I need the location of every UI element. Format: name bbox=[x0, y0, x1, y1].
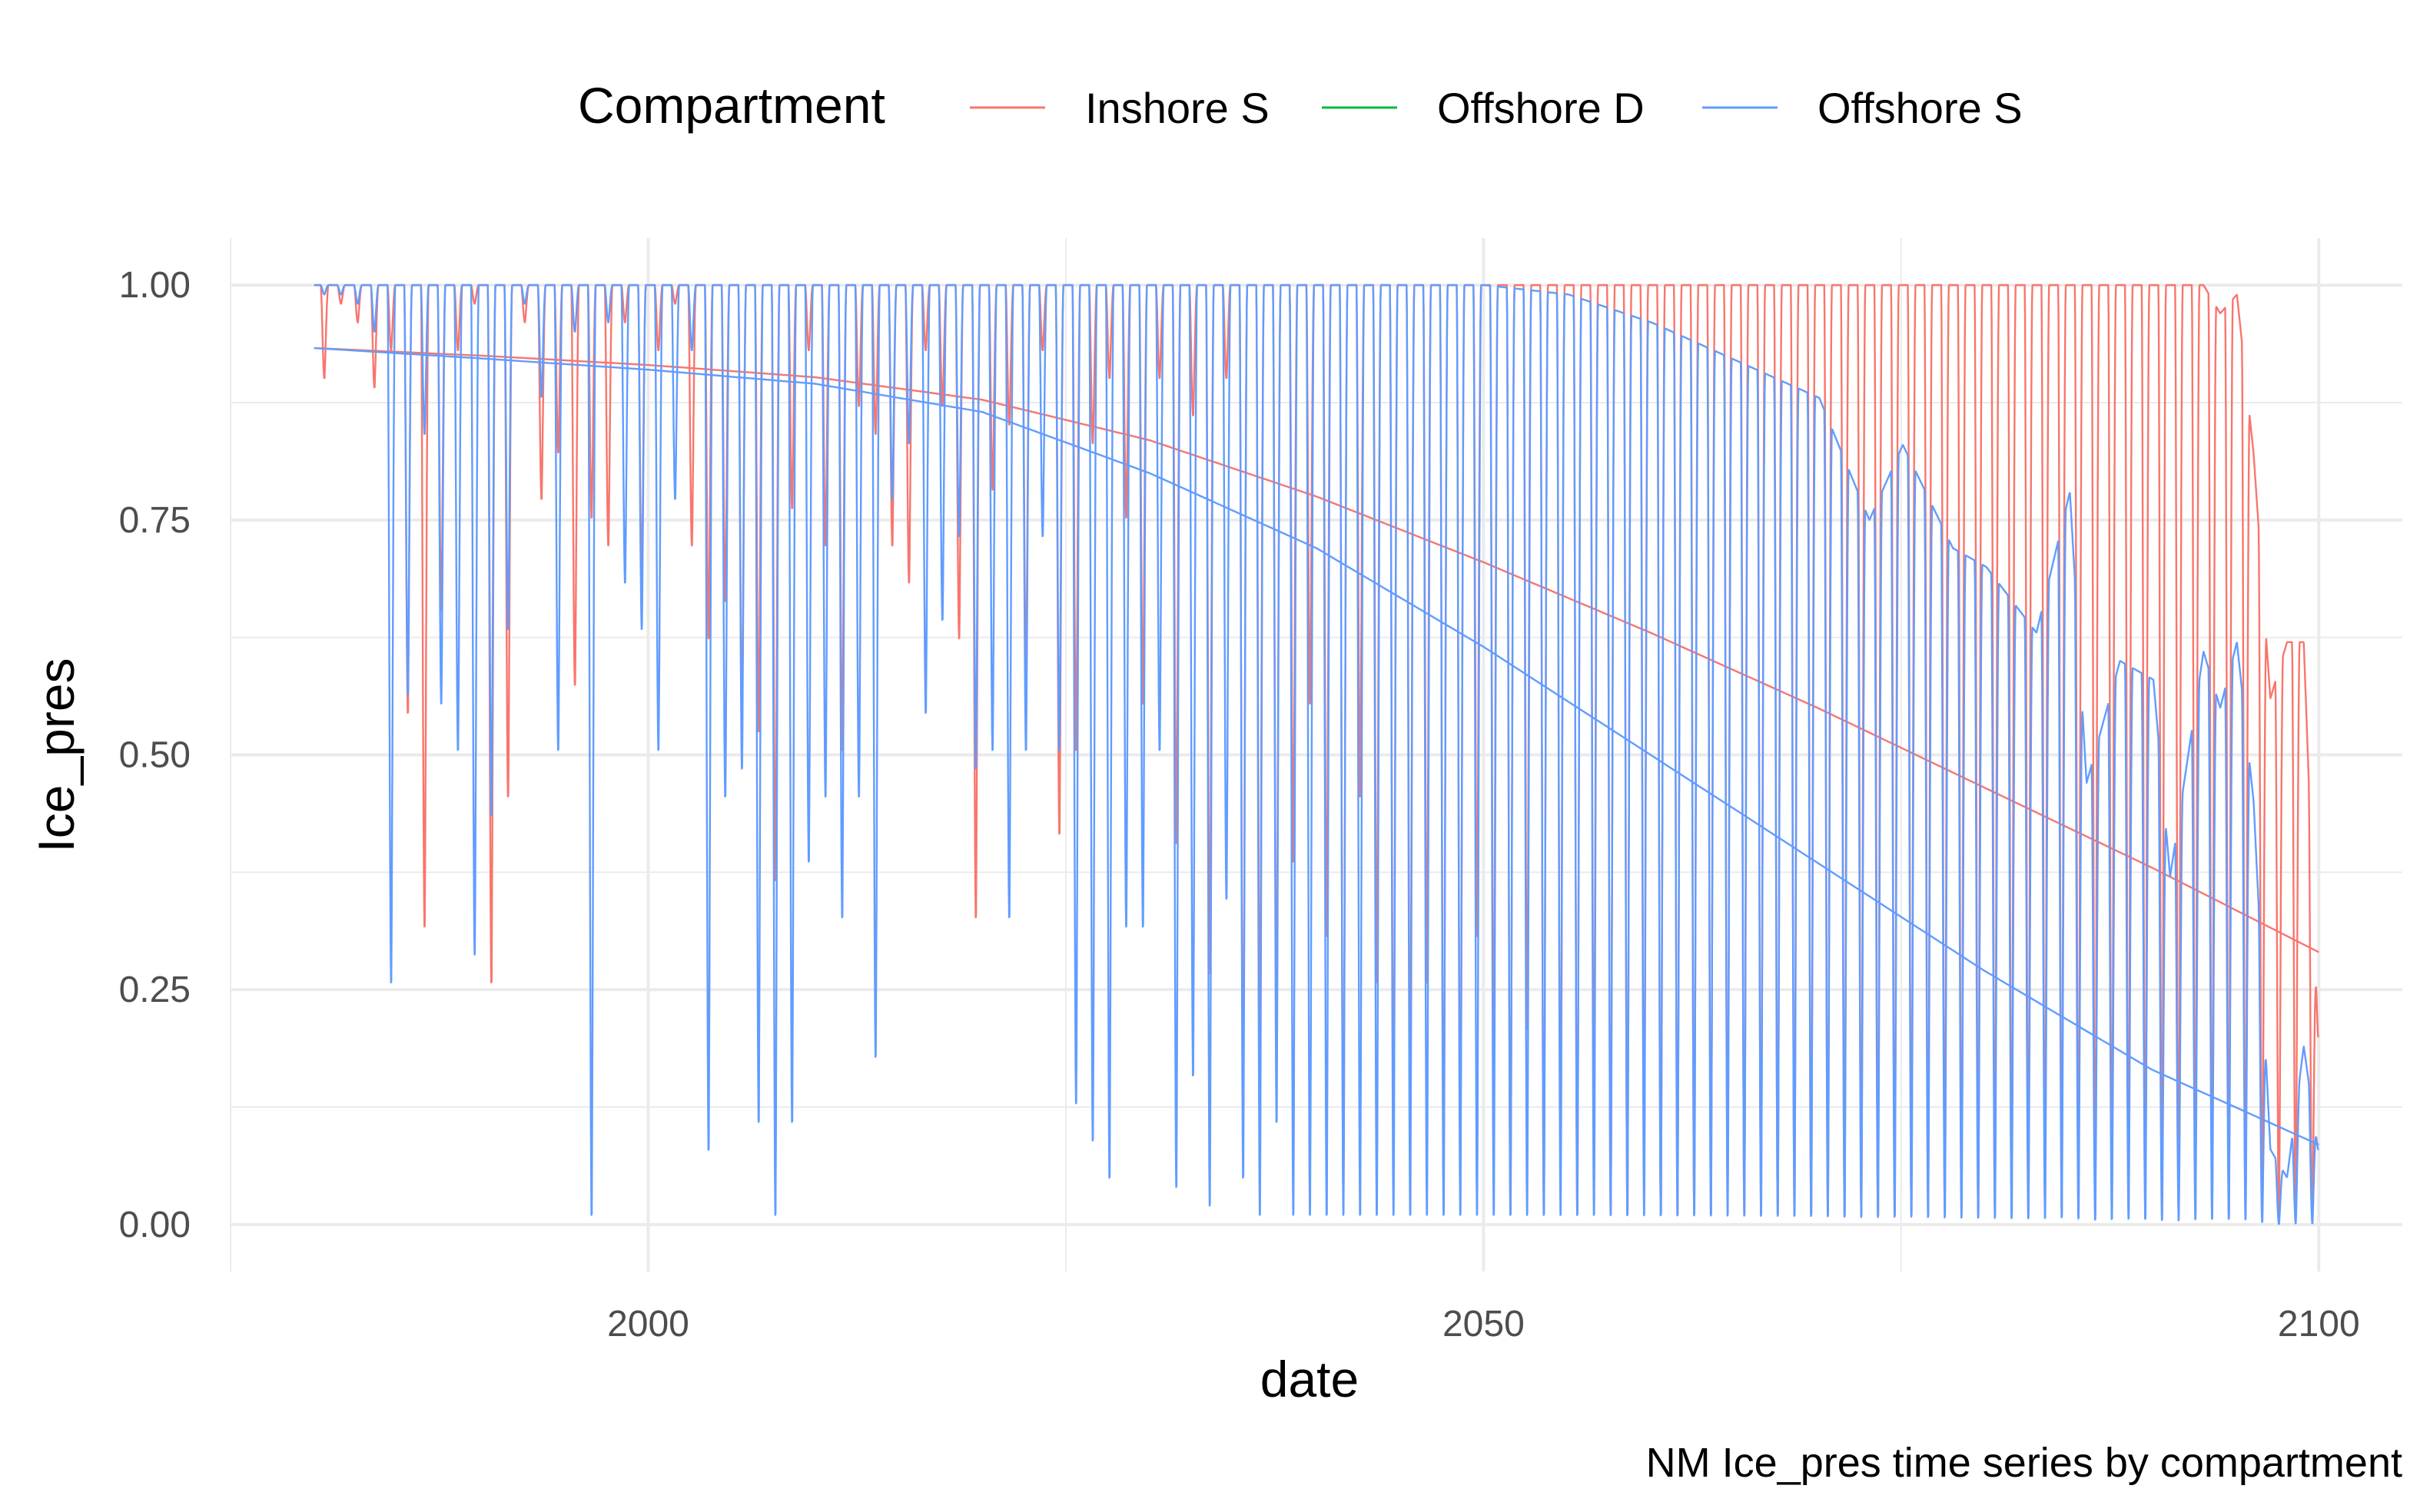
legend-title: Compartment bbox=[578, 77, 885, 134]
x-tick-label: 2050 bbox=[1442, 1304, 1525, 1345]
y-tick-label: 0.75 bbox=[119, 500, 191, 541]
plot-area bbox=[230, 238, 2402, 1272]
legend-label-offshore-d: Offshore D bbox=[1437, 84, 1645, 132]
trend-line-inshore-s bbox=[314, 346, 2319, 953]
trend-line-offshore-s bbox=[314, 346, 2319, 1146]
x-tick-label: 2100 bbox=[2278, 1304, 2360, 1345]
y-axis-title: Ice_pres bbox=[28, 658, 85, 852]
x-tick-label: 2000 bbox=[607, 1304, 689, 1345]
y-tick-label: 0.50 bbox=[119, 735, 191, 776]
series-line-offshore-s bbox=[313, 284, 2320, 1225]
x-axis: 2000 2050 2100 bbox=[607, 1304, 2360, 1345]
y-axis: 0.00 0.25 0.50 0.75 1.00 bbox=[119, 265, 191, 1245]
legend-label-inshore-s: Inshore S bbox=[1085, 84, 1270, 132]
x-axis-title: date bbox=[1260, 1351, 1359, 1408]
y-tick-label: 0.25 bbox=[119, 970, 191, 1010]
series-layer bbox=[313, 284, 2320, 1225]
y-tick-label: 1.00 bbox=[119, 265, 191, 306]
legend: Compartment Inshore S Offshore D Offshor… bbox=[578, 77, 2023, 134]
chart-caption: NM Ice_pres time series by compartment bbox=[1646, 1440, 2402, 1486]
legend-label-offshore-s: Offshore S bbox=[1817, 84, 2023, 132]
y-tick-label: 0.00 bbox=[119, 1205, 191, 1245]
